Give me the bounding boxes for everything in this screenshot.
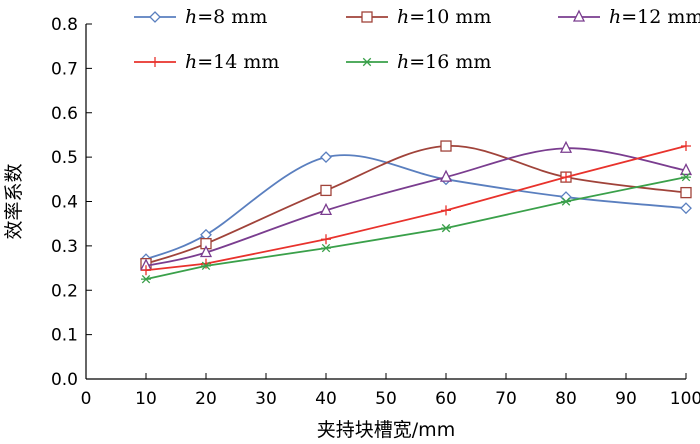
data-point — [201, 258, 211, 269]
data-point — [680, 186, 692, 199]
x-tick-label: 30 — [255, 389, 277, 409]
legend-item: h=14 mm — [134, 51, 279, 73]
data-point — [319, 202, 333, 216]
x-tick-label: 90 — [615, 389, 637, 409]
axes: 0.0 0.1 0.2 0.3 0.4 0.5 0.6 0.7 0.8 0 10 20 30 40 50 60… — [51, 15, 700, 409]
legend-marker — [149, 11, 161, 23]
data-point — [561, 172, 571, 183]
data-point — [141, 274, 151, 284]
legend-label: h=10 mm — [397, 6, 491, 28]
x-tick-label: 80 — [555, 389, 577, 409]
data-point — [559, 140, 573, 153]
legend-label: h=8 mm — [185, 6, 267, 28]
data-point — [321, 243, 331, 253]
x-tick-label: 100 — [670, 389, 700, 409]
legend-marker — [361, 11, 373, 23]
data-point — [681, 141, 691, 152]
y-tick-label: 0.0 — [51, 370, 78, 390]
series-h-14-mm — [141, 141, 691, 276]
y-tick-label: 0.3 — [51, 237, 78, 257]
legend-item: h=8 mm — [134, 6, 267, 28]
x-axis-title: 夹持块槽宽/mm — [317, 419, 455, 441]
y-tick-label: 0.8 — [51, 15, 78, 35]
x-tick-label: 50 — [375, 389, 397, 409]
x-tick-label: 60 — [435, 389, 457, 409]
x-tick-label: 20 — [195, 389, 217, 409]
data-point — [561, 197, 571, 206]
data-point — [439, 169, 453, 182]
y-tick-label: 0.5 — [51, 148, 78, 168]
series-line — [145, 147, 687, 267]
data-point — [441, 223, 451, 233]
series-line — [145, 145, 687, 272]
legend-label: h=12 mm — [609, 6, 700, 28]
legend-item: h=10 mm — [346, 6, 491, 28]
data-point — [679, 162, 693, 176]
data-point — [141, 265, 151, 276]
data-point — [681, 172, 691, 182]
y-tick-label: 0.2 — [51, 281, 78, 301]
y-tick-label: 0.1 — [51, 326, 78, 346]
y-tick-label: 0.7 — [51, 59, 78, 79]
y-tick-label: 0.6 — [51, 104, 78, 124]
legend: h=8 mm h=10 mm h=12 mm h=14 mm h=16 mm — [134, 6, 700, 73]
data-point — [680, 202, 692, 215]
series-line — [145, 154, 687, 261]
series-line — [145, 176, 687, 281]
data-point — [440, 140, 452, 152]
legend-marker — [150, 57, 160, 67]
legend-item: h=16 mm — [346, 51, 491, 73]
series-h-10-mm — [140, 140, 692, 270]
x-tick-label: 70 — [495, 389, 517, 409]
legend-label: h=16 mm — [397, 51, 491, 73]
data-point — [320, 151, 332, 164]
x-tick-label: 40 — [315, 389, 337, 409]
data-point — [441, 205, 451, 216]
series-h-12-mm — [139, 140, 693, 271]
legend-marker — [362, 57, 372, 67]
legend-marker — [572, 9, 586, 22]
y-tick-label: 0.4 — [51, 193, 78, 213]
x-tick-label: 0 — [81, 389, 92, 409]
legend-item: h=12 mm — [558, 6, 700, 28]
series-h-16-mm — [141, 172, 691, 284]
data-point — [321, 234, 331, 245]
data-point — [201, 261, 211, 271]
data-point — [199, 245, 213, 258]
series-layer — [139, 140, 693, 284]
legend-label: h=14 mm — [185, 51, 279, 73]
y-axis-title: 效率系数 — [3, 163, 25, 239]
data-point — [320, 184, 332, 197]
x-tick-label: 10 — [135, 389, 157, 409]
